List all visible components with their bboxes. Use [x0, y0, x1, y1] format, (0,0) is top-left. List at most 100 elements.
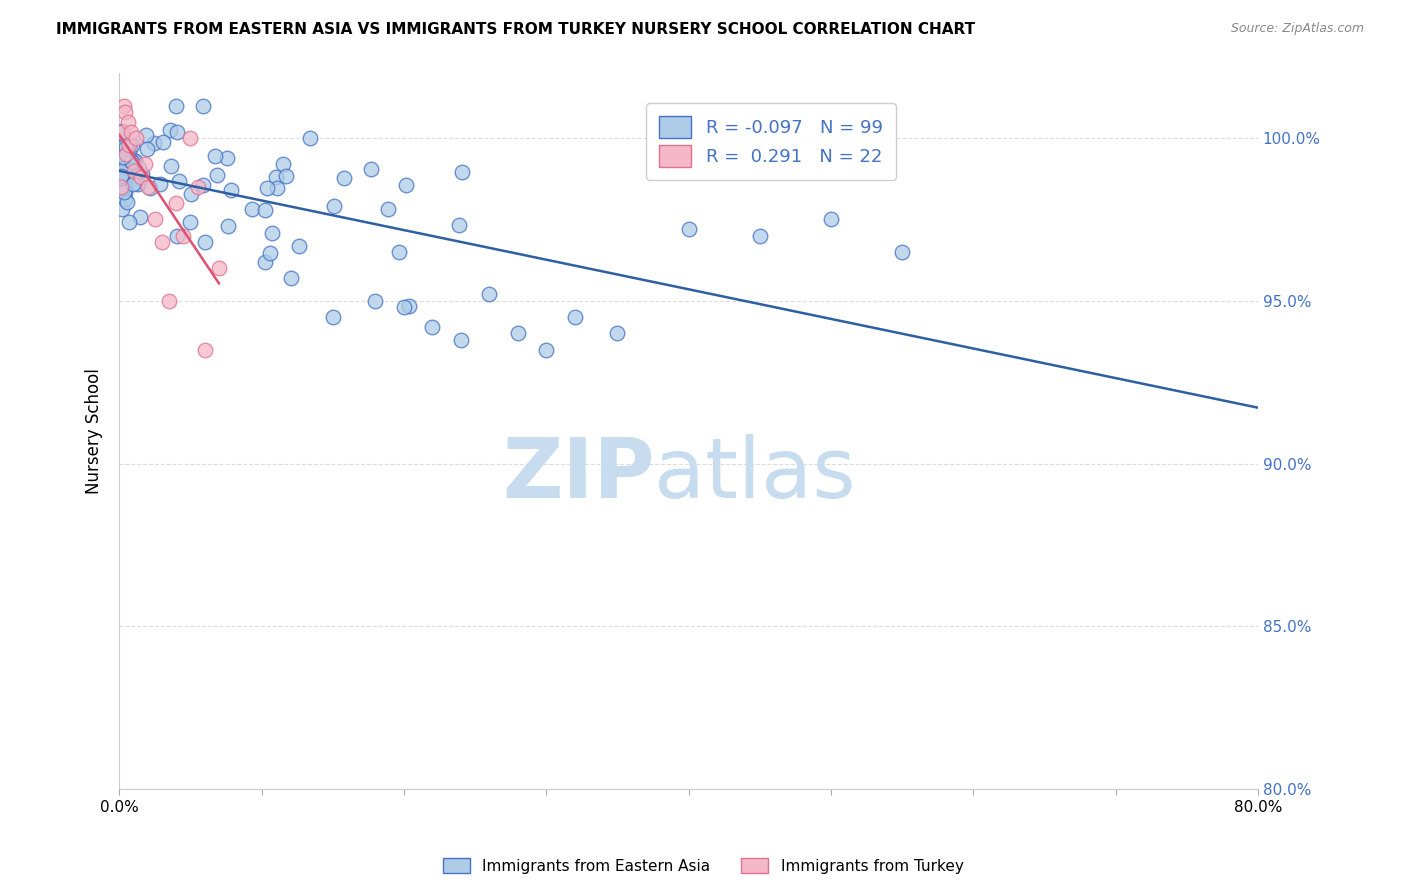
Point	[112, 165, 135, 179]
Point	[111, 182, 134, 196]
Point	[364, 293, 387, 308]
Point	[288, 239, 311, 253]
Point	[159, 123, 181, 137]
Point	[118, 143, 141, 157]
Point	[678, 222, 700, 236]
Point	[124, 171, 146, 186]
Point	[208, 261, 231, 276]
Point	[110, 176, 132, 190]
Point	[152, 135, 174, 149]
Point	[149, 177, 172, 191]
Point	[118, 137, 141, 152]
Point	[323, 198, 346, 212]
Text: ZIP: ZIP	[502, 434, 654, 515]
Point	[129, 210, 152, 224]
Point	[240, 202, 263, 216]
Point	[128, 161, 150, 176]
Point	[118, 155, 141, 169]
Point	[127, 177, 149, 191]
Point	[166, 228, 188, 243]
Point	[506, 326, 529, 341]
Point	[536, 343, 558, 357]
Point	[114, 186, 136, 200]
Point	[606, 326, 628, 341]
Point	[820, 212, 842, 227]
Point	[110, 180, 132, 194]
Point	[114, 140, 136, 154]
Point	[111, 202, 134, 216]
Point	[274, 169, 297, 184]
Point	[217, 151, 239, 165]
Point	[111, 136, 134, 151]
Point	[110, 164, 132, 178]
Point	[114, 193, 136, 207]
Point	[377, 202, 399, 216]
Point	[120, 154, 142, 169]
Point	[121, 137, 143, 152]
Point	[122, 163, 145, 178]
Point	[136, 180, 159, 194]
Point	[388, 244, 411, 259]
Point	[217, 219, 239, 233]
Point	[478, 287, 501, 301]
Point	[166, 125, 188, 139]
Point	[205, 168, 228, 182]
Point	[159, 159, 181, 173]
Point	[280, 271, 302, 285]
Point	[131, 167, 153, 181]
Point	[398, 299, 420, 313]
Point	[262, 226, 284, 240]
Point	[266, 181, 288, 195]
Point	[118, 215, 141, 229]
Point	[165, 98, 187, 112]
Point	[110, 171, 132, 186]
Point	[259, 246, 281, 260]
Point	[112, 147, 135, 161]
Point	[167, 174, 190, 188]
Point	[136, 142, 159, 156]
Point	[360, 162, 382, 177]
Point	[172, 228, 194, 243]
Point	[110, 155, 132, 169]
Point	[194, 235, 217, 249]
Point	[219, 183, 242, 197]
Point	[117, 145, 139, 159]
Text: Source: ZipAtlas.com: Source: ZipAtlas.com	[1230, 22, 1364, 36]
Point	[191, 178, 214, 192]
Point	[564, 310, 586, 325]
Point	[111, 123, 134, 137]
Point	[114, 105, 136, 120]
Legend: R = -0.097   N = 99, R =  0.291   N = 22: R = -0.097 N = 99, R = 0.291 N = 22	[647, 103, 896, 180]
Point	[112, 98, 135, 112]
Point	[124, 176, 146, 190]
Point	[129, 170, 152, 185]
Point	[322, 310, 344, 325]
Point	[256, 181, 278, 195]
Point	[115, 147, 138, 161]
Point	[124, 154, 146, 169]
Point	[193, 98, 215, 112]
Y-axis label: Nursery School: Nursery School	[86, 368, 103, 494]
Point	[395, 178, 418, 192]
Point	[748, 228, 770, 243]
Point	[180, 187, 202, 202]
Point	[135, 128, 157, 143]
Point	[179, 131, 201, 145]
Point	[143, 212, 166, 227]
Point	[254, 255, 277, 269]
Point	[194, 343, 217, 357]
Point	[134, 157, 156, 171]
Point	[111, 139, 134, 153]
Point	[110, 169, 132, 184]
Point	[111, 150, 134, 164]
Point	[120, 125, 142, 139]
Point	[165, 196, 187, 211]
Legend: Immigrants from Eastern Asia, Immigrants from Turkey: Immigrants from Eastern Asia, Immigrants…	[436, 852, 970, 880]
Point	[111, 125, 134, 139]
Point	[124, 154, 146, 169]
Point	[117, 115, 139, 129]
Point	[392, 301, 415, 315]
Point	[121, 171, 143, 186]
Point	[114, 161, 136, 176]
Point	[111, 169, 134, 183]
